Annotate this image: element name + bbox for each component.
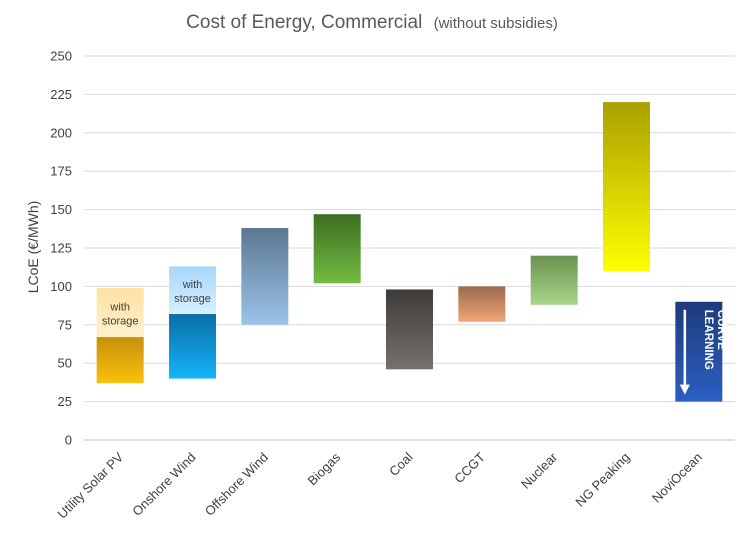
x-tick-noviocean: NoviOcean — [649, 450, 705, 506]
bar-onshore-wind — [169, 314, 216, 379]
bar-ng-peaking — [603, 102, 650, 272]
y-tick-label: 25 — [58, 394, 72, 409]
y-tick-label: 75 — [58, 317, 72, 332]
x-tick-utility-solar-pv: Utility Solar PV — [54, 449, 126, 521]
x-tick-ccgt: CCGT — [451, 449, 488, 486]
x-tick-offshore-wind: Offshore Wind — [202, 450, 271, 519]
y-tick-label: 150 — [50, 202, 72, 217]
y-axis-label: LCoE (€/MWh) — [25, 201, 41, 294]
y-tick-label: 100 — [50, 279, 72, 294]
bar-utility-solar-pv — [96, 337, 144, 384]
bar-storage-onshore-wind — [169, 266, 216, 315]
storage-label: with — [109, 302, 130, 314]
x-tick-biogas: Biogas — [305, 449, 344, 488]
x-tick-onshore-wind: Onshore Wind — [129, 450, 198, 519]
y-tick-label: 250 — [50, 49, 72, 64]
chart-title-main: Cost of Energy, Commercial — [186, 12, 422, 33]
learning-curve-text: CURVE — [715, 310, 727, 350]
x-tick-nuclear: Nuclear — [518, 449, 561, 492]
learning-curve-text: LEARNING — [702, 310, 714, 370]
storage-label: storage — [174, 293, 211, 305]
learning-curve-label: LEARNING CURVE — [702, 310, 727, 370]
storage-label: with — [182, 279, 203, 291]
x-tick-ng-peaking: NG Peaking — [572, 450, 632, 510]
y-tick-labels: 0 25 50 75 100 125 150 175 200 225 250 — [50, 49, 72, 448]
storage-label: storage — [102, 316, 139, 328]
bar-nuclear — [530, 255, 578, 305]
y-tick-label: 175 — [50, 164, 72, 179]
y-tick-label: 50 — [58, 356, 72, 371]
y-tick-label: 125 — [50, 241, 72, 256]
bar-coal — [386, 289, 433, 370]
x-tick-coal: Coal — [386, 449, 416, 479]
bar-offshore-wind — [241, 228, 289, 325]
bar-ccgt — [458, 286, 506, 322]
y-tick-label: 0 — [65, 433, 72, 448]
y-tick-label: 200 — [50, 125, 72, 140]
y-tick-label: 225 — [50, 87, 72, 102]
x-tick-labels: Utility Solar PV Onshore Wind Offshore Win… — [54, 449, 705, 521]
learning-curve-arrowhead — [679, 384, 690, 395]
chart-title: Cost of Energy, Commercial (without subs… — [186, 12, 558, 33]
bar-biogas — [313, 214, 361, 284]
bar-storage-utility-solar-pv — [96, 287, 144, 338]
chart-subtitle: (without subsidies) — [434, 15, 558, 32]
bars: with storage with storage LEARNING CURVE — [96, 102, 727, 402]
